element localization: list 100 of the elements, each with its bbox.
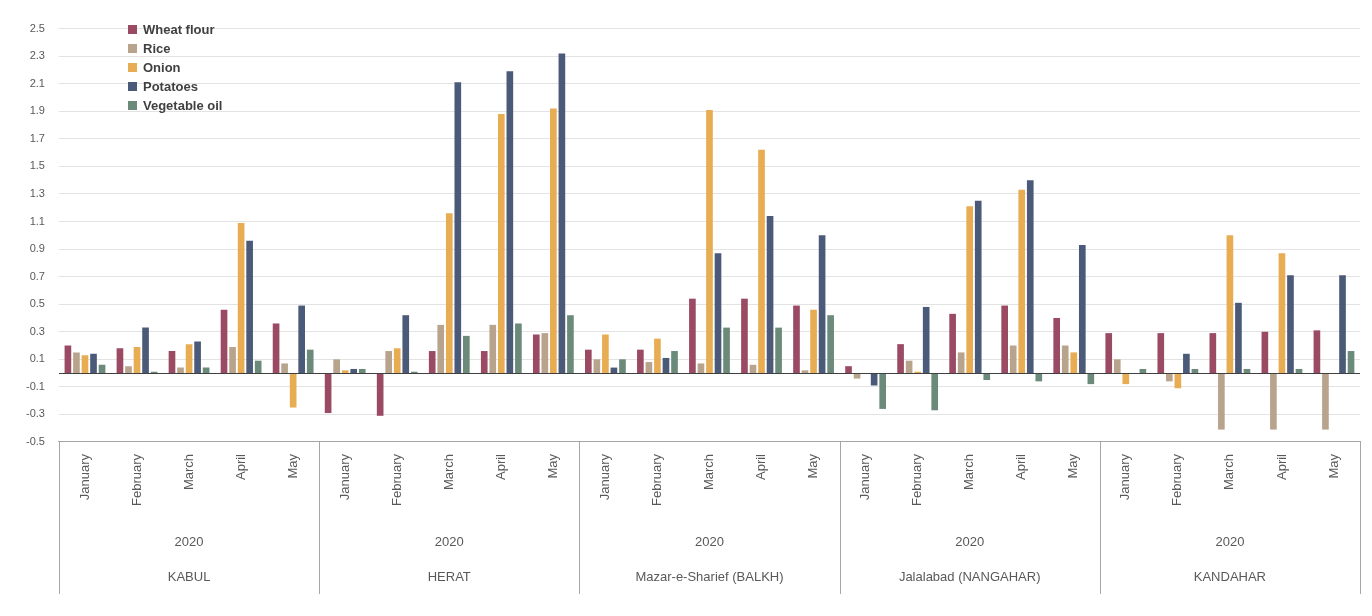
x-tick-label: February — [128, 453, 144, 507]
x-tick-label: January — [596, 453, 612, 501]
x-tick-label: March — [701, 453, 717, 491]
bar — [1313, 330, 1321, 374]
bar — [454, 82, 462, 374]
bar — [1235, 302, 1242, 374]
x-tick-label: April — [232, 453, 248, 480]
y-tick-label: 0.7 — [29, 269, 45, 282]
x-tick-label: January — [857, 453, 873, 501]
bar — [706, 109, 713, 374]
x-tick-label: March — [180, 453, 196, 491]
x-tick-label: February — [909, 453, 925, 507]
bar — [229, 346, 236, 374]
bar — [480, 351, 488, 374]
bar — [489, 324, 497, 374]
bar — [1226, 235, 1234, 374]
bar — [593, 359, 601, 374]
bar — [723, 327, 730, 374]
bar — [133, 346, 141, 374]
y-tick-label: 1.9 — [29, 104, 45, 117]
bar — [90, 353, 97, 374]
bar — [697, 363, 705, 374]
bar — [1070, 352, 1078, 374]
x-tick-label: May — [805, 453, 821, 479]
y-tick-label: 0.9 — [29, 242, 45, 255]
bar — [974, 200, 982, 374]
bar — [602, 334, 609, 374]
bar — [922, 306, 930, 374]
bar — [428, 351, 436, 374]
legend-label: Rice — [143, 41, 171, 56]
bar — [957, 352, 965, 374]
bar — [1322, 373, 1329, 430]
bar — [897, 344, 904, 374]
y-tick-label: -0.1 — [25, 379, 45, 392]
bar — [758, 149, 765, 374]
bar — [177, 367, 184, 374]
bar — [393, 348, 401, 374]
bar — [1157, 333, 1165, 374]
x-tick-label: May — [1325, 453, 1341, 479]
bar — [385, 351, 393, 374]
bar — [515, 323, 522, 374]
bar — [983, 373, 991, 380]
bar — [341, 370, 349, 374]
bar — [801, 370, 809, 374]
bar — [497, 114, 505, 374]
bar — [585, 349, 592, 374]
x-tick-label: February — [1169, 453, 1185, 507]
y-tick-label: 1.1 — [29, 214, 45, 227]
text: Jalalabad (NANGAHAR) — [898, 568, 1041, 584]
legend-label: Potatoes — [143, 79, 198, 94]
bar — [671, 351, 678, 374]
bar — [1209, 333, 1217, 374]
bar — [333, 359, 340, 374]
bar — [1053, 317, 1061, 374]
bar — [506, 71, 514, 374]
x-tick-label: January — [1117, 453, 1133, 501]
x-tick-label: April — [753, 453, 769, 480]
x-tick-label: May — [544, 453, 560, 479]
bar — [1009, 345, 1017, 374]
legend-label: Wheat flour — [143, 22, 215, 37]
bar — [1183, 353, 1190, 374]
x-tick-label: May — [1065, 453, 1081, 479]
bar — [714, 253, 722, 374]
bar — [358, 368, 366, 374]
bar — [73, 352, 80, 374]
bar — [1218, 373, 1225, 430]
bar — [237, 222, 245, 374]
bar — [445, 213, 453, 374]
bar — [654, 338, 661, 374]
y-tick-label: 1.5 — [29, 159, 45, 172]
bar — [402, 315, 410, 374]
x-tick-label: April — [1273, 453, 1289, 480]
x-tick-label: January — [336, 453, 352, 501]
x-tick-label: March — [961, 453, 977, 491]
text: 2020 — [1215, 533, 1245, 549]
text: 2020 — [695, 533, 724, 549]
text: Mazar-e-Sharief (BALKH) — [635, 568, 784, 584]
bar — [1105, 333, 1113, 374]
y-tick-label: 2.3 — [29, 49, 45, 62]
bar — [246, 240, 253, 374]
bar — [645, 362, 653, 374]
bar — [116, 348, 124, 374]
bar — [1270, 373, 1277, 430]
text: 2020 — [174, 533, 204, 549]
bar — [966, 206, 974, 374]
bar — [827, 315, 834, 374]
x-tick-label: April — [1013, 453, 1029, 480]
text: KABUL — [167, 568, 211, 584]
bar — [741, 298, 748, 374]
x-tick-label: February — [649, 453, 665, 507]
bar — [775, 327, 782, 374]
y-tick-label: 0.1 — [29, 352, 45, 365]
bar — [1278, 253, 1286, 374]
bar — [1339, 275, 1346, 374]
bar — [306, 349, 314, 374]
bar — [1122, 373, 1130, 385]
bar — [272, 323, 280, 374]
x-tick-label: April — [492, 453, 508, 480]
bar — [185, 344, 193, 374]
bar — [558, 53, 566, 374]
